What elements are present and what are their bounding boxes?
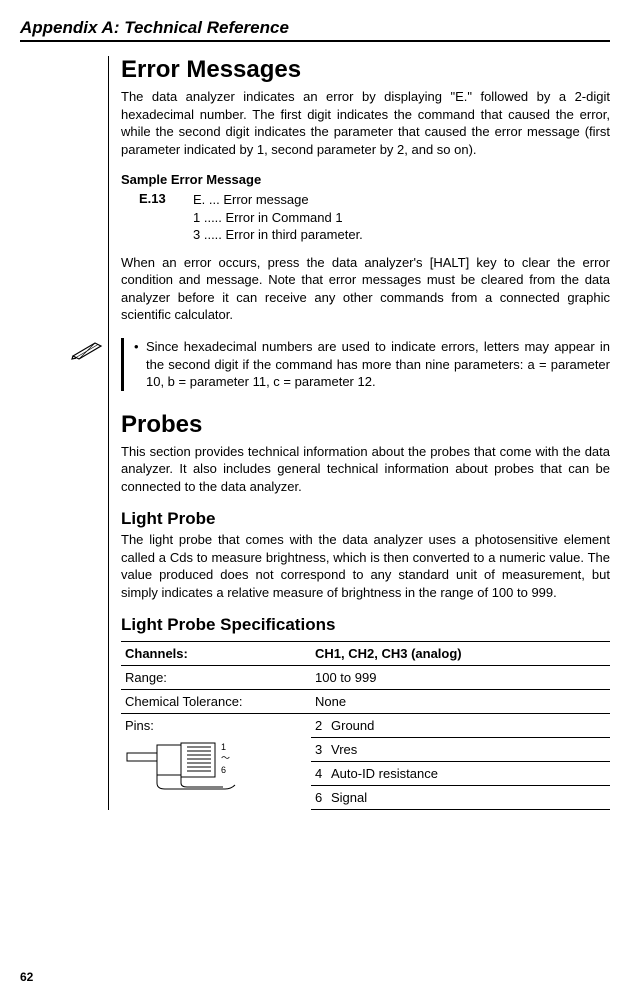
pin-number: 2 — [315, 718, 331, 733]
svg-text:1: 1 — [221, 742, 226, 752]
probes-intro-text: This section provides technical informat… — [121, 443, 610, 496]
pin-row: 2 Ground — [311, 714, 610, 738]
error-messages-heading: Error Messages — [121, 56, 610, 84]
sample-line: 1 ..... Error in Command 1 — [193, 209, 363, 227]
sample-line: E. ... Error message — [193, 191, 363, 209]
spec-label: Range: — [125, 670, 315, 685]
main-content: Error Messages The data analyzer indicat… — [108, 56, 610, 810]
pin-row: 4 Auto-ID resistance — [311, 762, 610, 786]
pin-number: 6 — [315, 790, 331, 805]
spec-label: Pins: — [125, 718, 307, 733]
spec-label: Channels: — [125, 646, 315, 661]
spec-row-channels: Channels: CH1, CH2, CH3 (analog) — [121, 641, 610, 665]
pin-row: 3 Vres — [311, 738, 610, 762]
spec-label: Chemical Tolerance: — [125, 694, 315, 709]
pencil-icon — [71, 340, 105, 364]
pin-label: Signal — [331, 790, 367, 805]
connector-icon: 1 〜 6 — [125, 739, 243, 793]
light-probe-heading: Light Probe — [121, 509, 610, 529]
probes-heading: Probes — [121, 411, 610, 439]
pin-label: Vres — [331, 742, 357, 757]
error-after-text: When an error occurs, press the data ana… — [121, 254, 610, 324]
error-intro-text: The data analyzer indicates an error by … — [121, 88, 610, 158]
sample-error-block: E.13 E. ... Error message 1 ..... Error … — [139, 191, 610, 244]
appendix-header: Appendix A: Technical Reference — [20, 18, 610, 42]
spec-value: CH1, CH2, CH3 (analog) — [315, 646, 606, 661]
note-block: • Since hexadecimal numbers are used to … — [121, 338, 610, 391]
pin-label: Auto-ID resistance — [331, 766, 438, 781]
sample-error-heading: Sample Error Message — [121, 172, 610, 187]
bullet-icon: • — [134, 338, 146, 391]
light-probe-spec-heading: Light Probe Specifications — [121, 615, 610, 635]
spec-row-range: Range: 100 to 999 — [121, 665, 610, 689]
pin-number: 3 — [315, 742, 331, 757]
spec-value: None — [315, 694, 606, 709]
svg-text:〜: 〜 — [221, 753, 230, 763]
pin-number: 4 — [315, 766, 331, 781]
pin-label: Ground — [331, 718, 374, 733]
svg-text:6: 6 — [221, 765, 226, 775]
page-number: 62 — [20, 970, 33, 984]
sample-error-code: E.13 — [139, 191, 193, 244]
spec-row-chem: Chemical Tolerance: None — [121, 689, 610, 713]
spec-value: 100 to 999 — [315, 670, 606, 685]
sample-line: 3 ..... Error in third parameter. — [193, 226, 363, 244]
note-text: Since hexadecimal numbers are used to in… — [146, 338, 610, 391]
spec-table: Channels: CH1, CH2, CH3 (analog) Range: … — [121, 641, 610, 810]
pin-row: 6 Signal — [311, 786, 610, 810]
spec-row-pins: Pins: 1 〜 — [121, 713, 610, 810]
light-probe-text: The light probe that comes with the data… — [121, 531, 610, 601]
